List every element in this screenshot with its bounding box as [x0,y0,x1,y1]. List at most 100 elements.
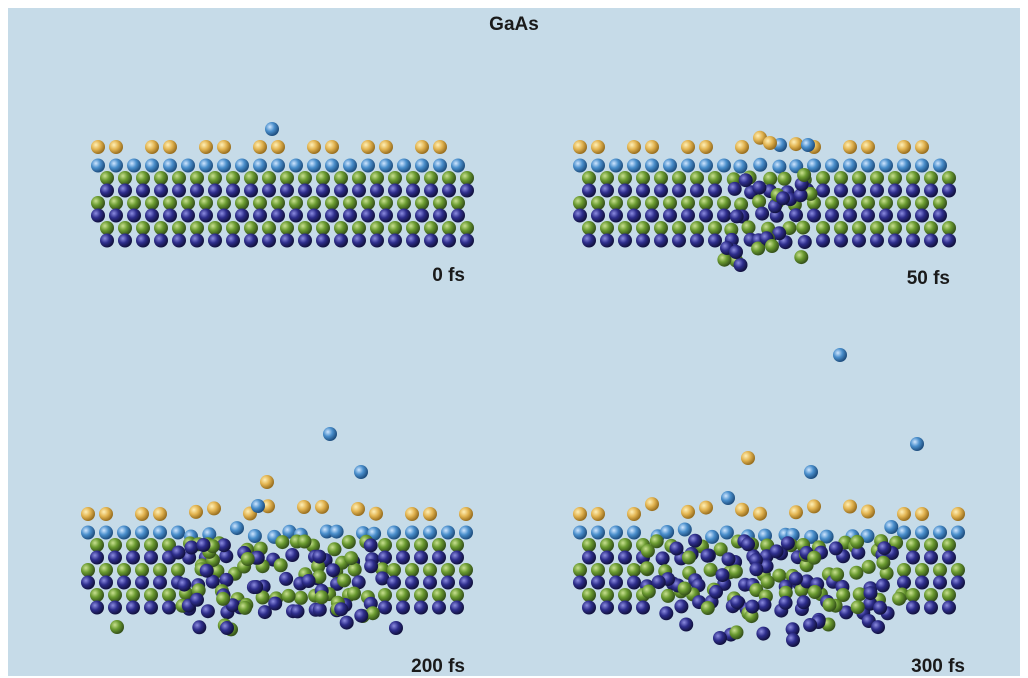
atom [816,221,830,235]
atom [298,221,312,235]
atom [789,208,803,222]
atom [573,507,587,521]
atom [415,140,429,154]
atom [280,221,294,235]
atom [441,576,455,590]
atom [275,535,289,549]
atom [297,500,311,514]
atom [753,507,767,521]
atom [220,621,234,635]
atom [763,136,777,150]
atom [713,631,727,645]
atom [330,525,344,539]
atom [897,159,911,173]
atom [591,196,605,210]
atom [433,209,447,223]
atom [361,209,375,223]
atom [843,196,857,210]
atom [100,221,114,235]
atom [915,140,929,154]
atom [369,507,383,521]
atom [825,209,839,223]
atom [378,538,392,552]
atom [618,184,632,198]
atom [378,551,392,565]
atom [933,526,947,540]
atom [199,159,213,173]
atom [307,196,321,210]
atom [730,209,744,223]
atom [291,604,305,618]
atom [154,184,168,198]
atom [825,159,839,173]
atom [109,159,123,173]
atom [280,234,294,248]
atom [379,209,393,223]
atom [861,140,875,154]
atom [91,140,105,154]
atom [108,601,122,615]
atom [459,526,473,540]
atom [850,535,864,549]
atom [879,159,893,173]
atom [145,140,159,154]
atom [414,601,428,615]
atom [207,501,221,515]
atom [459,563,473,577]
atom [618,171,632,185]
atom [201,604,215,618]
atom [888,184,902,198]
atom [208,221,222,235]
atom [217,159,231,173]
atom [829,541,843,555]
atom [636,234,650,248]
atom [721,491,735,505]
atom [942,221,956,235]
atom [289,159,303,173]
atom [361,196,375,210]
atom [591,526,605,540]
atom [670,542,684,556]
atom [730,625,744,639]
atom [834,234,848,248]
atom [126,551,140,565]
atom [772,160,786,174]
atom [271,140,285,154]
atom [645,159,659,173]
atom [316,184,330,198]
atom [271,159,285,173]
atom [136,234,150,248]
atom [681,196,695,210]
atom [862,560,876,574]
atom [190,171,204,185]
atom [661,589,675,603]
atom [154,221,168,235]
atom [108,551,122,565]
atom [226,221,240,235]
atom [351,502,365,516]
atom [600,588,614,602]
atom [682,551,696,565]
atom [334,602,348,616]
atom [641,544,655,558]
atom [636,221,650,235]
atom [823,598,837,612]
atom [776,191,790,205]
atom [108,538,122,552]
atom [343,196,357,210]
atom [833,348,847,362]
atom [735,140,749,154]
atom [325,159,339,173]
atom [942,184,956,198]
atom [708,171,722,185]
atom [334,171,348,185]
atom [153,507,167,521]
atom [126,601,140,615]
atom [153,576,167,590]
atom [388,171,402,185]
atom [708,221,722,235]
atom [451,196,465,210]
atom [163,209,177,223]
atom [253,209,267,223]
atom [678,523,692,537]
